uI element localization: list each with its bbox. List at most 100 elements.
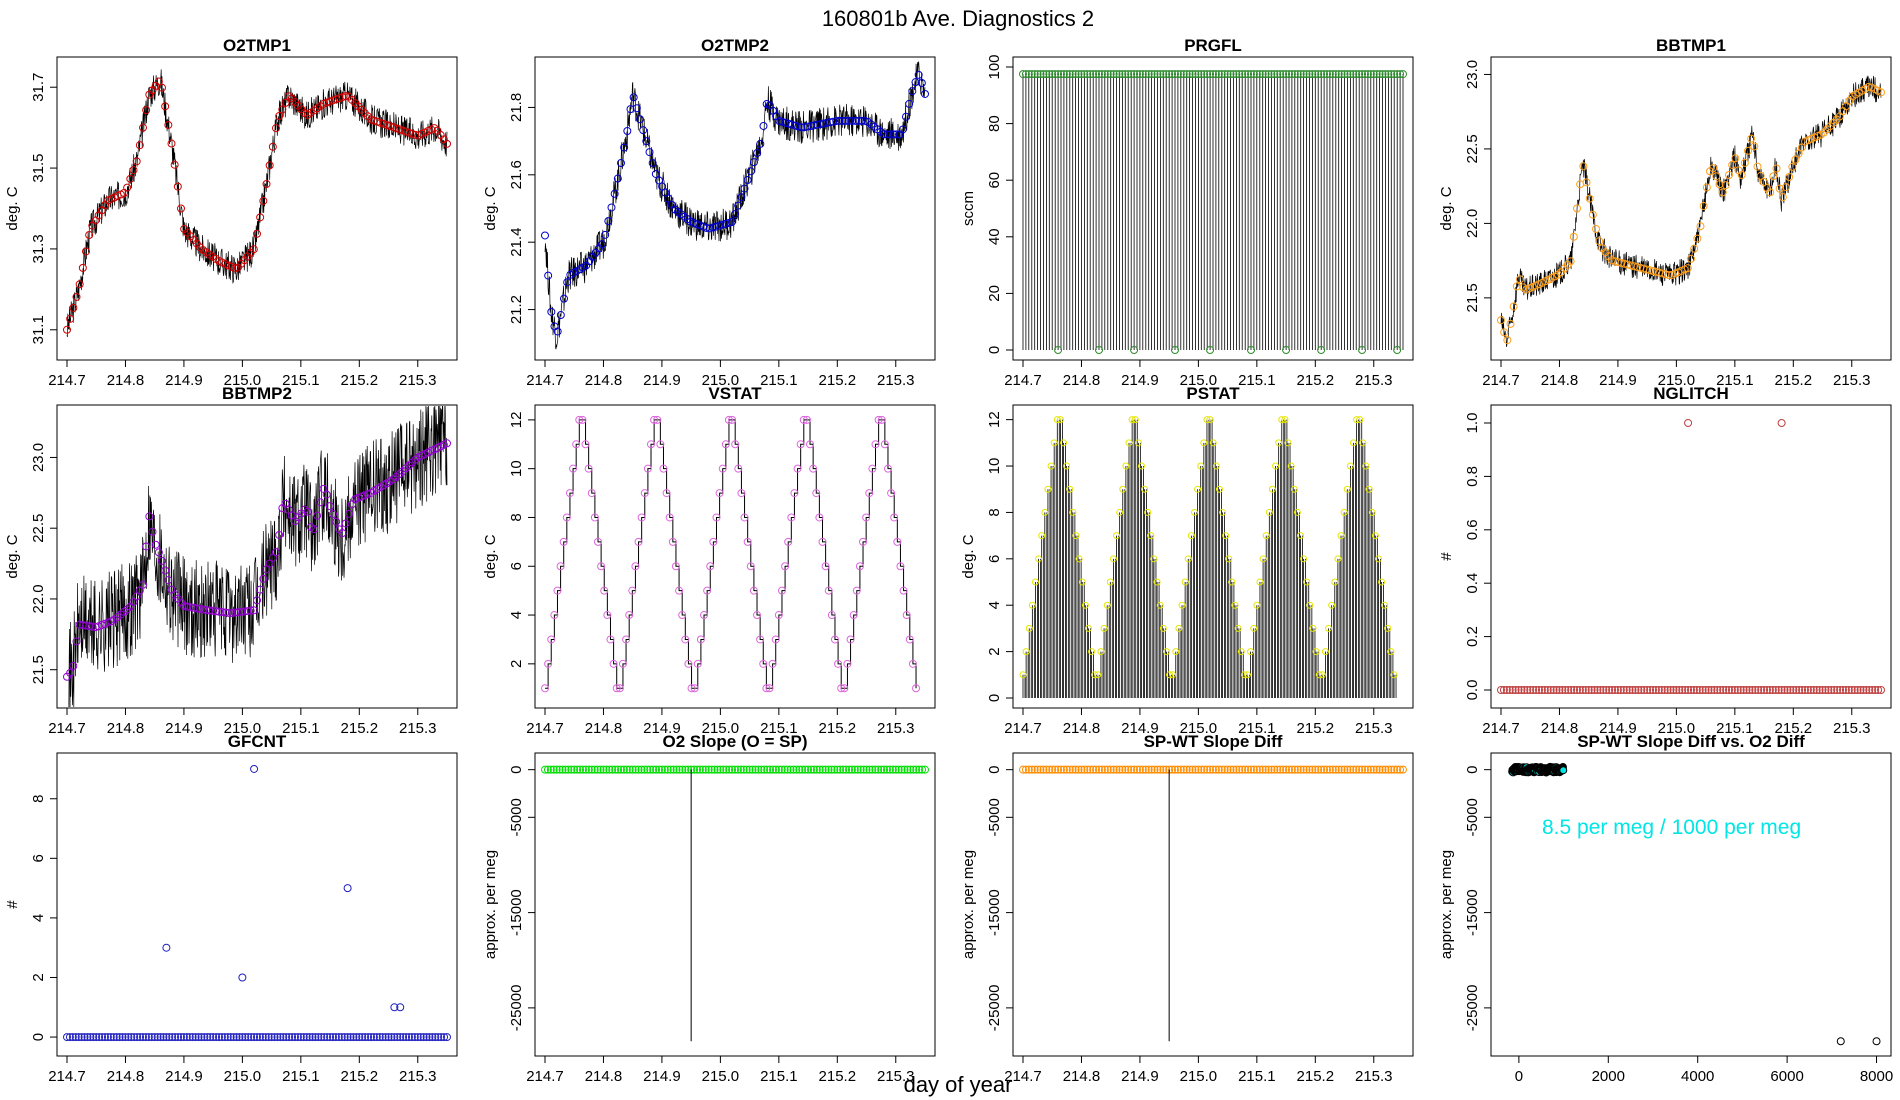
x-tick-label: 214.7	[526, 720, 564, 737]
data-point	[1736, 685, 1745, 694]
data-point	[1605, 685, 1614, 694]
data-point	[1801, 685, 1809, 694]
data-point	[1309, 624, 1317, 632]
data-point	[721, 440, 730, 449]
data-point	[1505, 685, 1514, 694]
data-point	[313, 511, 322, 520]
data-point	[1841, 685, 1850, 694]
data-point	[1060, 439, 1068, 447]
data-point	[1305, 765, 1314, 774]
data-point	[1573, 204, 1581, 213]
data-point	[802, 415, 811, 424]
data-point	[1763, 685, 1771, 694]
x-tick-label: 215.3	[399, 1068, 437, 1085]
data-point	[329, 1033, 337, 1042]
data-point	[1302, 765, 1311, 774]
data-point	[1643, 685, 1652, 694]
data-point	[141, 1033, 150, 1042]
data-point	[1512, 282, 1521, 291]
data-point	[1153, 578, 1161, 586]
data-point	[1209, 70, 1217, 79]
x-tick-label: 214.9	[643, 372, 681, 389]
data-point	[611, 765, 620, 774]
data-point	[846, 635, 855, 644]
data-point	[815, 513, 824, 522]
data-point	[1356, 416, 1364, 424]
data-point	[1211, 765, 1220, 774]
data-point	[1824, 685, 1833, 694]
data-point	[1797, 143, 1806, 152]
x-tick-label: 215.1	[1716, 720, 1754, 737]
panel-title: SP-WT Slope Diff	[1144, 732, 1283, 751]
data-point	[1537, 685, 1546, 694]
data-point	[1325, 765, 1334, 774]
data-point	[1211, 70, 1220, 79]
x-tick-label: 214.8	[1541, 720, 1579, 737]
data-point	[1306, 601, 1314, 609]
data-point	[703, 586, 712, 595]
data-point	[150, 1033, 159, 1042]
x-tick-label: 215.2	[1775, 372, 1813, 389]
data-point	[1048, 70, 1057, 79]
data-point	[1593, 685, 1602, 694]
data-point	[1054, 765, 1063, 774]
panel-title: BBTMP2	[222, 384, 292, 403]
data-point	[390, 1003, 399, 1012]
data-point	[1022, 648, 1030, 656]
data-point	[1748, 685, 1757, 694]
data-point	[1300, 555, 1308, 563]
data-point	[1599, 685, 1608, 694]
y-tick-label: 2	[986, 647, 1003, 655]
data-point	[1144, 70, 1153, 79]
data-point	[1194, 485, 1202, 493]
data-point	[323, 1033, 332, 1042]
data-point	[1188, 765, 1197, 774]
y-tick-label: -25000	[986, 985, 1003, 1032]
data-point	[86, 1033, 95, 1042]
data-point	[1754, 685, 1763, 694]
data-point	[1751, 685, 1760, 694]
data-point	[597, 562, 606, 571]
data-point	[1372, 70, 1381, 79]
data-point	[1847, 685, 1856, 694]
data-point	[275, 112, 284, 121]
data-point	[1381, 70, 1390, 79]
data-point	[199, 605, 208, 614]
data-point	[849, 611, 858, 620]
data-point	[1275, 439, 1283, 447]
data-point	[710, 765, 719, 774]
data-point	[622, 765, 631, 774]
data-point	[1293, 70, 1302, 79]
data-point	[1317, 765, 1326, 774]
data-point	[1877, 88, 1885, 97]
y-tick-label: 0.2	[1464, 626, 1481, 647]
data-point	[293, 1033, 302, 1042]
data-point	[892, 130, 901, 139]
data-point	[1125, 439, 1133, 447]
data-point	[407, 1033, 416, 1042]
data-point	[1575, 685, 1584, 694]
data-point	[584, 765, 593, 774]
data-point	[573, 765, 582, 774]
data-point	[646, 765, 655, 774]
x-tick-label: 215.3	[399, 372, 437, 389]
data-point	[329, 510, 337, 519]
x-tick-label: 215.0	[702, 720, 740, 737]
data-point	[72, 637, 81, 646]
data-point	[1798, 685, 1807, 694]
data-point	[75, 620, 84, 629]
data-point	[889, 130, 898, 139]
data-point	[1328, 601, 1336, 609]
data-point	[1765, 685, 1774, 694]
y-tick-label: 0.4	[1464, 573, 1481, 594]
data-point	[197, 1033, 206, 1042]
data-point	[1225, 555, 1233, 563]
data-point	[1384, 624, 1392, 632]
x-tick-label: 214.8	[107, 372, 145, 389]
data-point	[1127, 765, 1136, 774]
data-point	[713, 765, 722, 774]
y-axis-label: approx. per meg	[1438, 850, 1455, 959]
data-point	[1206, 765, 1215, 774]
data-point	[69, 661, 78, 670]
data-point	[668, 537, 677, 546]
